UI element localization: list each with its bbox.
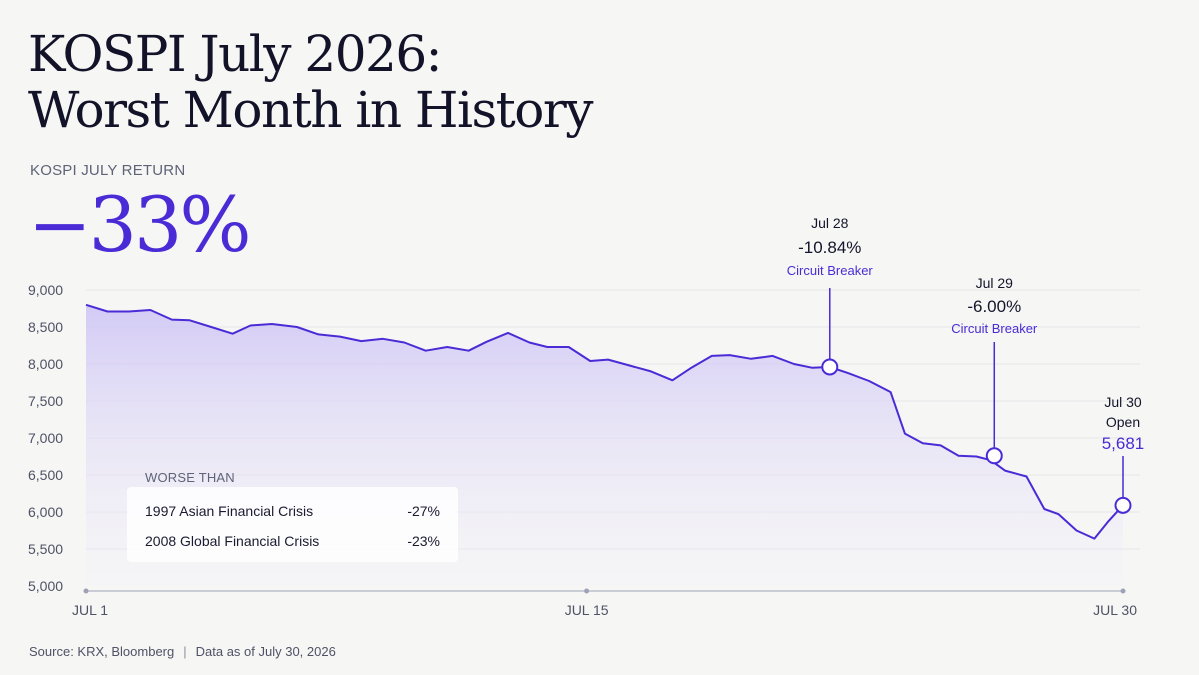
series-line [85,303,1124,540]
comparison-event: 1997 Asian Financial Crisis [145,503,314,519]
x-tick-label: JUL 30 [1093,602,1137,618]
y-axis-ticks: 9,000 8,500 8,000 7,500 7,000 6,500 6,000 5,500… [28,282,63,594]
annotation-date: Jul 30 [1104,394,1142,410]
source-separator: | [183,644,187,659]
y-tick-label: 7,000 [28,430,63,446]
annotations: Jul 28 -10.84% Circuit Breaker Jul 29 -6.00%… [787,215,1145,514]
chart-title: KOSPI July 2026: Worst Month in History [28,25,594,139]
annotation: Jul 28 -10.84% Circuit Breaker [787,215,874,376]
x-tick-label: JUL 15 [565,602,609,618]
comparison-row: 2008 Global Financial Crisis -23% [145,529,440,553]
chart-title-line-2: Worst Month in History [28,81,594,139]
return-value: −33% [28,180,252,269]
annotation-change: -6.00% [967,297,1021,316]
x-axis: JUL 1 JUL 15 JUL 30 [72,588,1137,618]
annotation-note: Circuit Breaker [787,263,874,278]
y-tick-label: 6,500 [28,467,63,483]
annotation-marker [821,358,839,376]
annotation: Jul 30 Open 5,681 [1102,394,1145,514]
comparison-label: WORSE THAN [145,470,235,485]
return-label: KOSPI JULY RETURN [30,162,186,179]
y-tick-label: 5,000 [28,578,63,594]
annotation-date: Jul 28 [811,215,849,231]
y-tick-label: 9,000 [28,282,63,298]
annotation-date: Jul 29 [976,275,1014,291]
annotation-note: Open [1106,414,1140,430]
comparison-row: 1997 Asian Financial Crisis -27% [145,499,440,523]
annotation-marker [985,447,1003,465]
source-text: Source: KRX, Bloomberg [29,644,175,659]
y-tick-label: 8,000 [28,356,63,372]
y-tick-label: 6,000 [28,504,63,520]
y-tick-label: 8,500 [28,319,63,335]
annotation-change: -10.84% [798,238,861,257]
comparison-value: -23% [407,533,440,549]
x-tick-dot [1120,588,1126,594]
y-tick-label: 7,500 [28,393,63,409]
annotation-marker [1114,496,1132,514]
annotation-value: 5,681 [1102,434,1145,453]
x-tick-dot [83,588,89,594]
comparison-event: 2008 Global Financial Crisis [145,533,320,549]
annotation-note: Circuit Breaker [951,321,1038,336]
chart-title-line-1: KOSPI July 2026: [28,25,443,83]
comparison-card: 1997 Asian Financial Crisis -27% 2008 Gl… [127,487,458,562]
comparison-value: -27% [407,503,440,519]
source-asof: Data as of July 30, 2026 [195,644,336,659]
y-tick-label: 5,500 [28,541,63,557]
source-note: Source: KRX, Bloomberg | Data as of July 3… [29,644,336,659]
x-tick-dot [584,588,590,594]
annotation: Jul 29 -6.00% Circuit Breaker [951,275,1038,465]
x-tick-label: JUL 1 [72,602,108,618]
